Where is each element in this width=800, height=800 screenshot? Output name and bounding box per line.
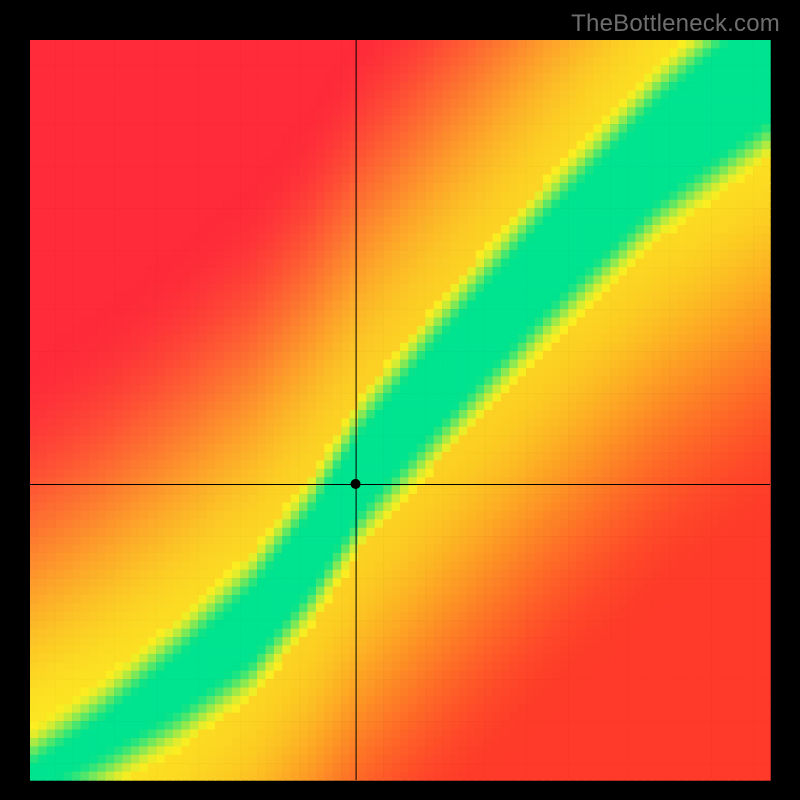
heatmap-canvas bbox=[0, 0, 800, 800]
chart-container: TheBottleneck.com bbox=[0, 0, 800, 800]
watermark: TheBottleneck.com bbox=[571, 10, 780, 38]
